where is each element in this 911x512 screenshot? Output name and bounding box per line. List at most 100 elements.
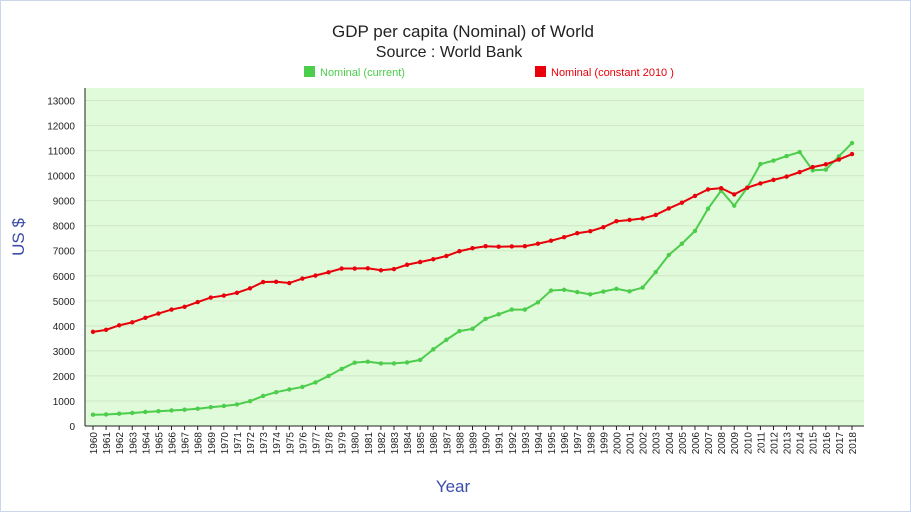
data-point-2 [588, 229, 593, 234]
data-point-2 [705, 187, 711, 192]
x-tick-label: 1973 [259, 432, 270, 455]
data-point-1 [313, 380, 318, 385]
data-point-2 [391, 266, 397, 272]
x-tick-label: 1972 [246, 432, 257, 455]
data-point-1 [483, 316, 488, 322]
x-tick-label: 2004 [665, 432, 676, 455]
x-tick-label: 2014 [796, 432, 807, 455]
data-point-1 [797, 149, 802, 155]
x-tick-label: 1970 [220, 432, 231, 455]
data-point-2 [300, 276, 305, 281]
data-point-1 [705, 206, 711, 211]
x-tick-label: 1975 [285, 432, 296, 455]
data-point-1 [640, 285, 645, 290]
data-point-1 [758, 161, 763, 167]
data-point-1 [836, 154, 842, 159]
y-tick-label: 4000 [53, 322, 76, 333]
x-tick-label: 1990 [482, 432, 493, 455]
data-point-2 [247, 286, 253, 291]
data-point-2 [143, 315, 148, 321]
x-tick-label: 1993 [521, 432, 532, 455]
x-tick-label: 1989 [469, 432, 480, 455]
data-point-2 [496, 244, 501, 249]
x-tick-label: 2018 [848, 432, 859, 455]
y-tick-label: 13000 [47, 97, 75, 108]
data-point-2 [169, 307, 174, 312]
x-tick-label: 2013 [783, 432, 794, 455]
x-tick-label: 1988 [455, 432, 466, 455]
data-point-2 [365, 266, 371, 271]
data-point-1 [130, 410, 135, 416]
x-tick-label: 2000 [612, 432, 623, 455]
data-point-2 [287, 280, 292, 286]
legend-label-2: Nominal (constant 2010 ) [551, 67, 674, 79]
data-point-1 [588, 292, 593, 297]
x-tick-label: 1971 [233, 432, 244, 455]
x-tick-label: 1996 [560, 432, 571, 455]
x-tick-label: 1994 [534, 432, 545, 455]
legend-swatch-1 [304, 66, 315, 77]
data-point-2 [836, 157, 842, 162]
x-tick-label: 2001 [626, 432, 637, 455]
data-point-1 [431, 347, 436, 352]
data-point-1 [300, 384, 305, 390]
data-point-2 [470, 246, 475, 251]
x-tick-label: 1982 [377, 432, 388, 455]
x-tick-label: 1979 [338, 432, 349, 455]
data-point-1 [417, 357, 423, 363]
y-tick-label: 7000 [53, 247, 76, 258]
data-point-2 [274, 279, 279, 284]
x-tick-label: 1987 [442, 432, 453, 455]
data-point-2 [548, 238, 554, 243]
data-point-1 [653, 269, 658, 275]
data-point-1 [771, 158, 776, 163]
y-tick-label: 5000 [53, 297, 76, 308]
data-point-2 [234, 290, 240, 296]
data-point-2 [195, 299, 200, 305]
data-point-2 [182, 304, 187, 310]
data-point-1 [810, 168, 815, 173]
data-point-2 [378, 268, 384, 273]
data-point-1 [509, 307, 514, 312]
data-point-2 [732, 192, 737, 197]
data-point-1 [103, 412, 109, 417]
data-point-2 [339, 266, 344, 271]
x-tick-label: 2008 [717, 432, 728, 455]
data-point-1 [679, 241, 685, 246]
data-point-2 [326, 270, 331, 275]
data-point-1 [234, 402, 240, 407]
data-point-2 [771, 177, 776, 183]
y-tick-label: 6000 [53, 272, 76, 283]
plot-background [85, 88, 864, 426]
data-point-2 [758, 181, 763, 186]
data-point-1 [365, 359, 371, 364]
data-point-2 [784, 174, 789, 179]
data-point-1 [561, 287, 567, 292]
data-point-1 [195, 406, 200, 411]
data-point-2 [313, 273, 318, 278]
x-tick-label: 1967 [181, 432, 192, 455]
data-point-1 [221, 403, 227, 409]
data-point-2 [666, 206, 671, 211]
data-point-1 [496, 312, 501, 317]
legend-label-1: Nominal (current) [320, 67, 405, 79]
data-point-1 [823, 167, 829, 172]
y-tick-label: 1000 [53, 397, 76, 408]
data-point-1 [470, 326, 475, 332]
data-point-2 [614, 218, 619, 224]
x-axis-label: Year [436, 477, 471, 496]
data-point-1 [339, 366, 344, 372]
data-point-1 [574, 289, 580, 295]
x-tick-label: 1962 [115, 432, 126, 455]
data-point-2 [417, 259, 423, 265]
x-tick-label: 1966 [168, 432, 179, 455]
data-point-1 [287, 387, 292, 392]
data-point-1 [627, 289, 632, 294]
data-point-2 [692, 193, 698, 199]
data-point-1 [90, 412, 96, 417]
chart-subtitle: Source : World Bank [376, 44, 523, 61]
y-tick-label: 3000 [53, 347, 76, 358]
x-tick-label: 1977 [311, 432, 322, 455]
x-tick-label: 1974 [272, 432, 283, 455]
data-point-2 [103, 327, 109, 333]
